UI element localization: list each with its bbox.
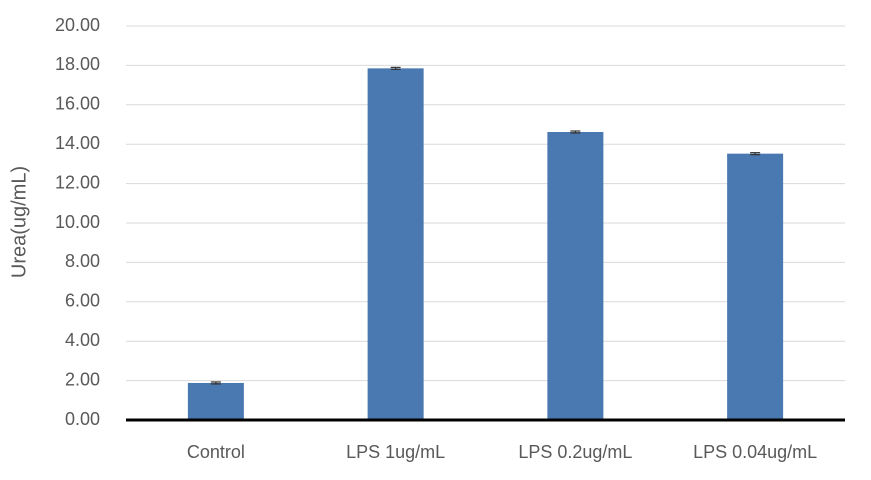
y-tick-label: 2.00 [65, 369, 100, 389]
x-tick-label: Control [187, 442, 245, 462]
y-tick-label: 12.00 [55, 172, 100, 192]
error-bar [390, 66, 401, 70]
y-tick-label: 16.00 [55, 94, 100, 114]
y-axis-title: Urea(ug/mL) [8, 166, 30, 278]
error-bar [750, 152, 761, 156]
x-tick-label: LPS 0.04ug/mL [693, 442, 817, 462]
bar [547, 131, 604, 420]
x-tick-label: LPS 1ug/mL [346, 442, 445, 462]
y-tick-label: 18.00 [55, 54, 100, 74]
x-tick-label: LPS 0.2ug/mL [518, 442, 632, 462]
y-tick-label: 6.00 [65, 291, 100, 311]
y-tick-label: 4.00 [65, 330, 100, 350]
error-bar [570, 130, 581, 134]
error-bar [210, 381, 221, 385]
bar [727, 153, 784, 420]
y-tick-label: 10.00 [55, 212, 100, 232]
y-tick-label: 20.00 [55, 15, 100, 35]
y-tick-label: 0.00 [65, 409, 100, 429]
bar [187, 382, 244, 420]
bar [367, 68, 424, 420]
y-tick-label: 8.00 [65, 251, 100, 271]
y-tick-label: 14.00 [55, 133, 100, 153]
